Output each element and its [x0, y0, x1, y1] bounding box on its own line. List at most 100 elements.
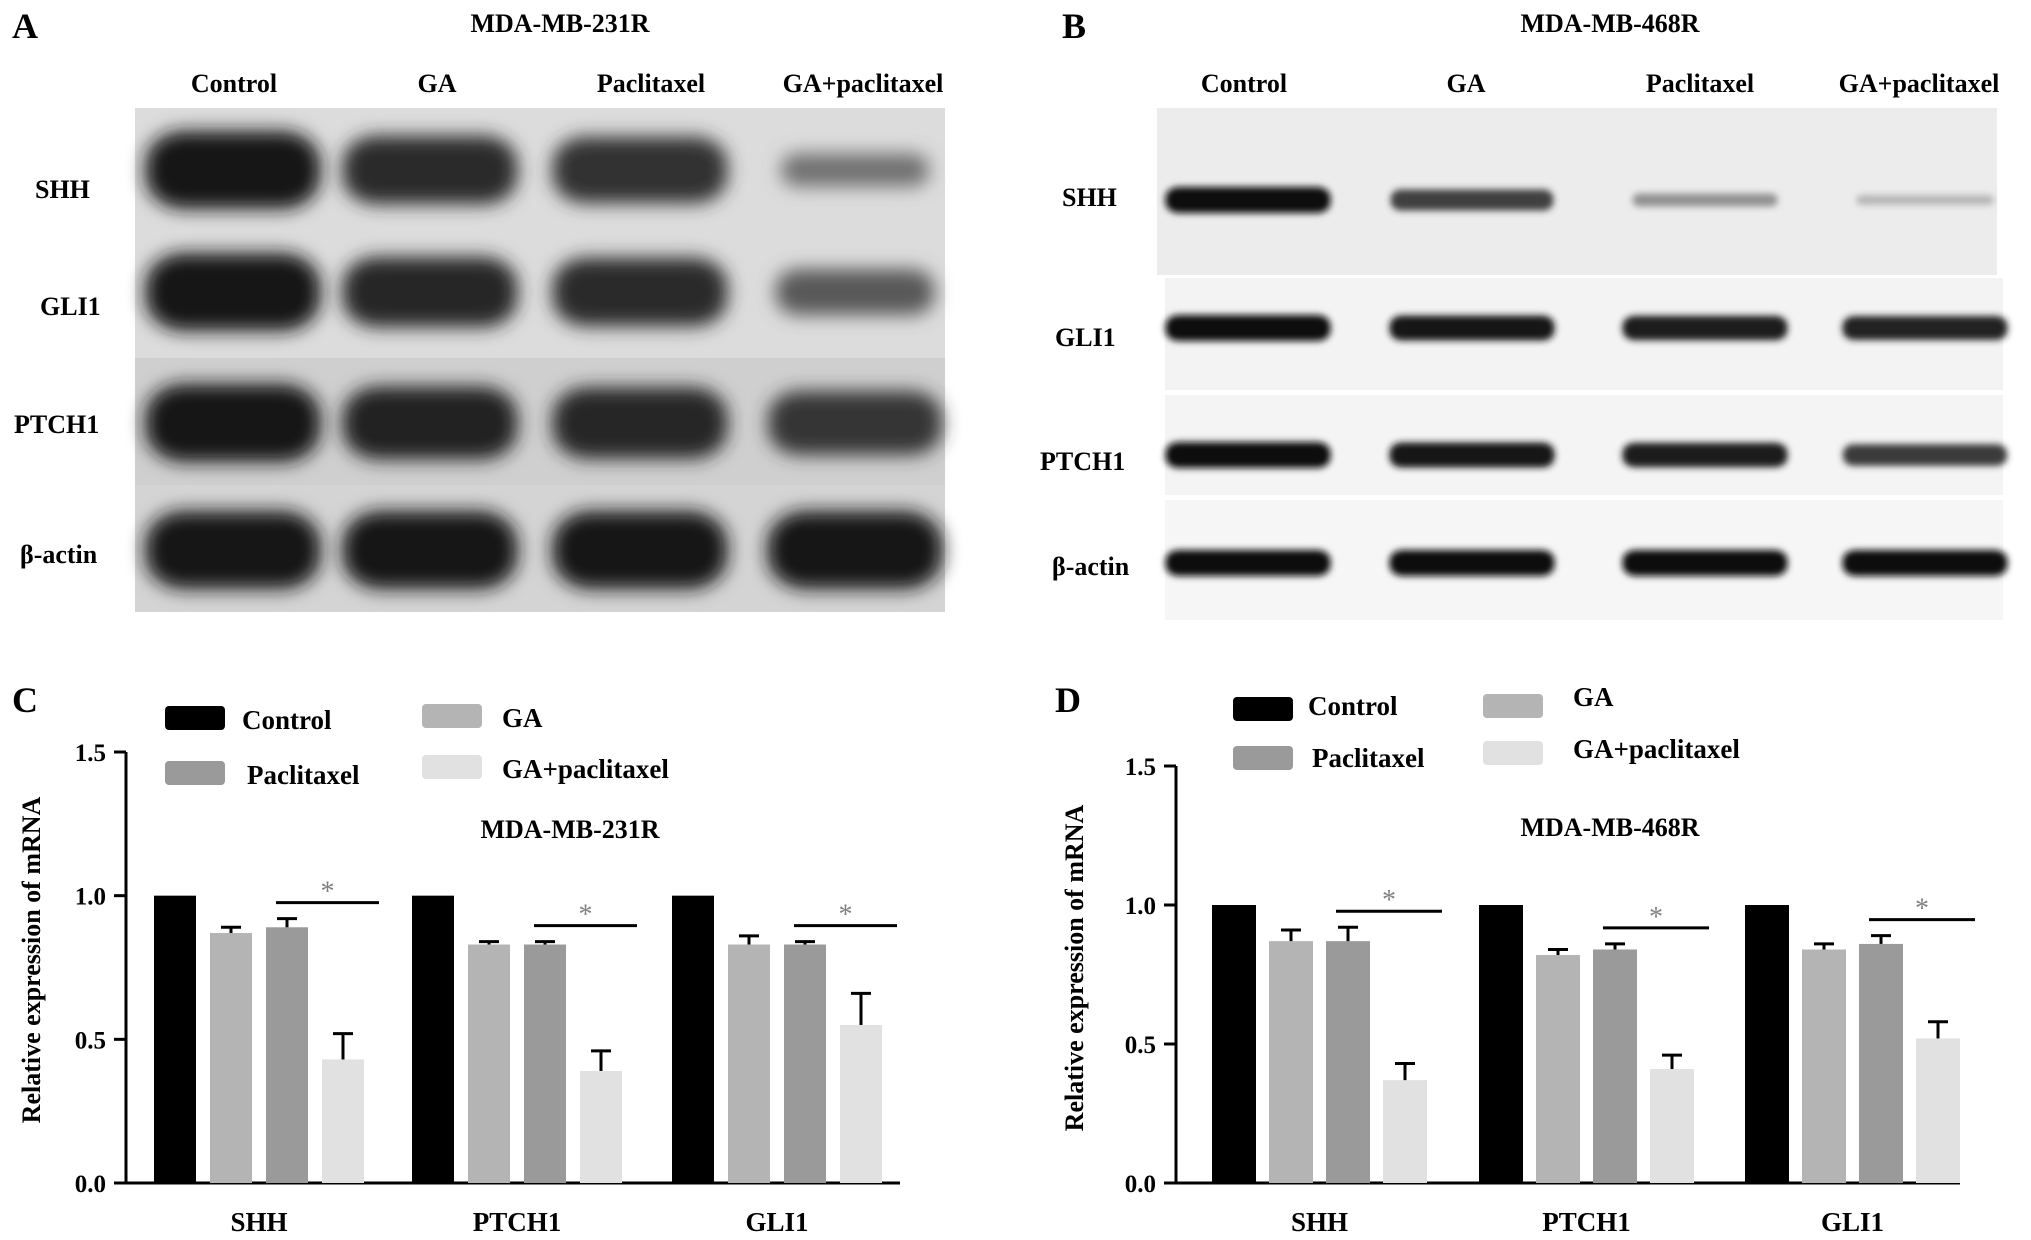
legend-swatch-ga [422, 704, 482, 728]
y-tick-label: 0.5 [75, 1027, 106, 1054]
blot-panel-b: B MDA-MB-468R Control GA Paclitaxel GA+p… [1040, 6, 2008, 620]
blot-band-actin-paclitaxel [1622, 550, 1788, 576]
blot-title-a: MDA-MB-231R [470, 9, 649, 38]
protein-label: GLI1 [40, 292, 101, 321]
blot-band-actin-paclitaxel [552, 511, 728, 589]
blot-band-actin-control [145, 511, 321, 589]
blot-band-shh-ga [1390, 189, 1554, 211]
blot-panel-a: A MDA-MB-231R Control GA Paclitaxel GA+p… [12, 6, 945, 612]
blot-band-actin-control [1165, 550, 1331, 576]
blot-band-ptch1-control [145, 384, 321, 462]
chart-title: MDA-MB-468R [1520, 813, 1699, 842]
blot-band-shh-ga-paclitaxel [1856, 195, 1994, 205]
blot-band-actin-ga-paclitaxel [767, 511, 943, 589]
protein-label: SHH [35, 175, 90, 204]
panel-letter-b: B [1062, 6, 1086, 46]
lane-label: GA [418, 69, 457, 98]
legend-label: Paclitaxel [247, 760, 360, 790]
blot-band-gli1-paclitaxel [552, 257, 728, 327]
lane-labels-a: Control GA Paclitaxel GA+paclitaxel [191, 69, 943, 98]
panel-letter-c: C [12, 680, 38, 720]
lane-label: GA+paclitaxel [783, 69, 944, 98]
blot-band-ptch1-ga-paclitaxel [768, 391, 942, 455]
blot-band-shh-control [145, 131, 321, 209]
y-tick-label: 1.5 [75, 740, 106, 767]
x-tick-label: PTCH1 [473, 1207, 562, 1237]
blot-band-actin-ga [342, 511, 518, 589]
legend-swatch-ga [1483, 694, 1543, 718]
protein-labels-a: SHH GLI1 PTCH1 β-actin [14, 175, 101, 569]
panel-letter-a: A [12, 6, 38, 46]
x-tick-label: GLI1 [1821, 1207, 1884, 1237]
y-tick-label: 0.0 [1125, 1171, 1156, 1198]
lane-label: Paclitaxel [597, 69, 705, 98]
blot-band-gli1-paclitaxel [1622, 315, 1788, 341]
bar-control-ptch1 [412, 895, 454, 1183]
blot-band-gli1-control [145, 253, 321, 331]
x-tick-label: PTCH1 [1542, 1207, 1631, 1237]
bar-paclitaxel-gli1 [784, 944, 826, 1183]
blot-band-ptch1-paclitaxel [552, 387, 728, 459]
panel-letter-d: D [1055, 680, 1081, 720]
y-tick-label: 0.5 [1125, 1032, 1156, 1059]
protein-label: GLI1 [1055, 323, 1116, 352]
protein-label: PTCH1 [1040, 447, 1125, 476]
bar-ga-paclitaxel-ptch1 [1650, 1069, 1694, 1183]
legend-label: Control [1308, 691, 1398, 721]
protein-label: β-actin [20, 540, 98, 569]
significance-star: * [579, 900, 593, 931]
blot-band-ptch1-paclitaxel [1622, 442, 1788, 468]
bar-ga-paclitaxel-ptch1 [580, 1070, 622, 1183]
legend-label: Control [242, 705, 332, 735]
blot-title-b: MDA-MB-468R [1520, 9, 1699, 38]
significance-star: * [1915, 894, 1929, 925]
chart-panel-c: C Relative expression of mRNA MDA-MB-231… [12, 680, 900, 1237]
blot-band-shh-paclitaxel [1632, 193, 1778, 207]
blot-band-ptch1-control [1165, 442, 1331, 468]
bar-control-shh [1212, 905, 1256, 1183]
significance-star: * [321, 877, 335, 908]
y-axis-title: Relative expression of mRNA [1060, 804, 1089, 1131]
y-axis-title: Relative expression of mRNA [17, 796, 46, 1123]
chart-plot-d: 0.0 0.5 1.0 1.5 * SHH * PTCH1 * GLI1 [1125, 754, 1975, 1237]
blot-band-actin-ga [1389, 550, 1555, 576]
bar-control-gli1 [1745, 905, 1789, 1183]
bar-ga-gli1 [728, 944, 770, 1183]
lane-label: Control [191, 69, 277, 98]
lane-label: GA [1447, 69, 1486, 98]
significance-star: * [839, 900, 853, 931]
lane-label: Control [1201, 69, 1287, 98]
bar-paclitaxel-ptch1 [524, 944, 566, 1183]
bar-ga-ptch1 [1536, 955, 1580, 1183]
blot-band-shh-control [1165, 187, 1331, 213]
protein-label: β-actin [1052, 552, 1130, 581]
significance-star: * [1649, 902, 1663, 933]
protein-label: SHH [1062, 183, 1117, 212]
x-tick-label: SHH [230, 1207, 287, 1237]
bar-ga-paclitaxel-shh [1383, 1080, 1427, 1183]
blot-band-ptch1-ga-paclitaxel [1842, 444, 2008, 466]
bar-control-gli1 [672, 895, 714, 1183]
blot-band-gli1-ga-paclitaxel [1842, 316, 2008, 340]
blot-band-shh-ga-paclitaxel [781, 153, 929, 187]
blot-band-gli1-control [1165, 315, 1331, 341]
bar-control-ptch1 [1479, 905, 1523, 1183]
legend-label: GA+paclitaxel [502, 754, 669, 784]
bar-ga-paclitaxel-shh [322, 1059, 364, 1183]
legend-swatch-ga-paclitaxel [422, 755, 482, 779]
bar-ga-gli1 [1802, 949, 1846, 1183]
bar-ga-ptch1 [468, 944, 510, 1183]
x-tick-label: SHH [1291, 1207, 1348, 1237]
blot-band-shh-paclitaxel [552, 136, 728, 204]
legend-swatch-ga-paclitaxel [1483, 741, 1543, 765]
significance-star: * [1382, 885, 1396, 916]
legend-label: GA [502, 703, 543, 733]
lane-label: GA+paclitaxel [1839, 69, 2000, 98]
blot-band-gli1-ga-paclitaxel [775, 269, 935, 315]
chart-title: MDA-MB-231R [480, 815, 659, 844]
bar-ga-paclitaxel-gli1 [840, 1024, 882, 1183]
bar-ga-paclitaxel-gli1 [1916, 1038, 1960, 1183]
blot-band-gli1-ga [1389, 315, 1555, 341]
legend-label: Paclitaxel [1312, 743, 1425, 773]
